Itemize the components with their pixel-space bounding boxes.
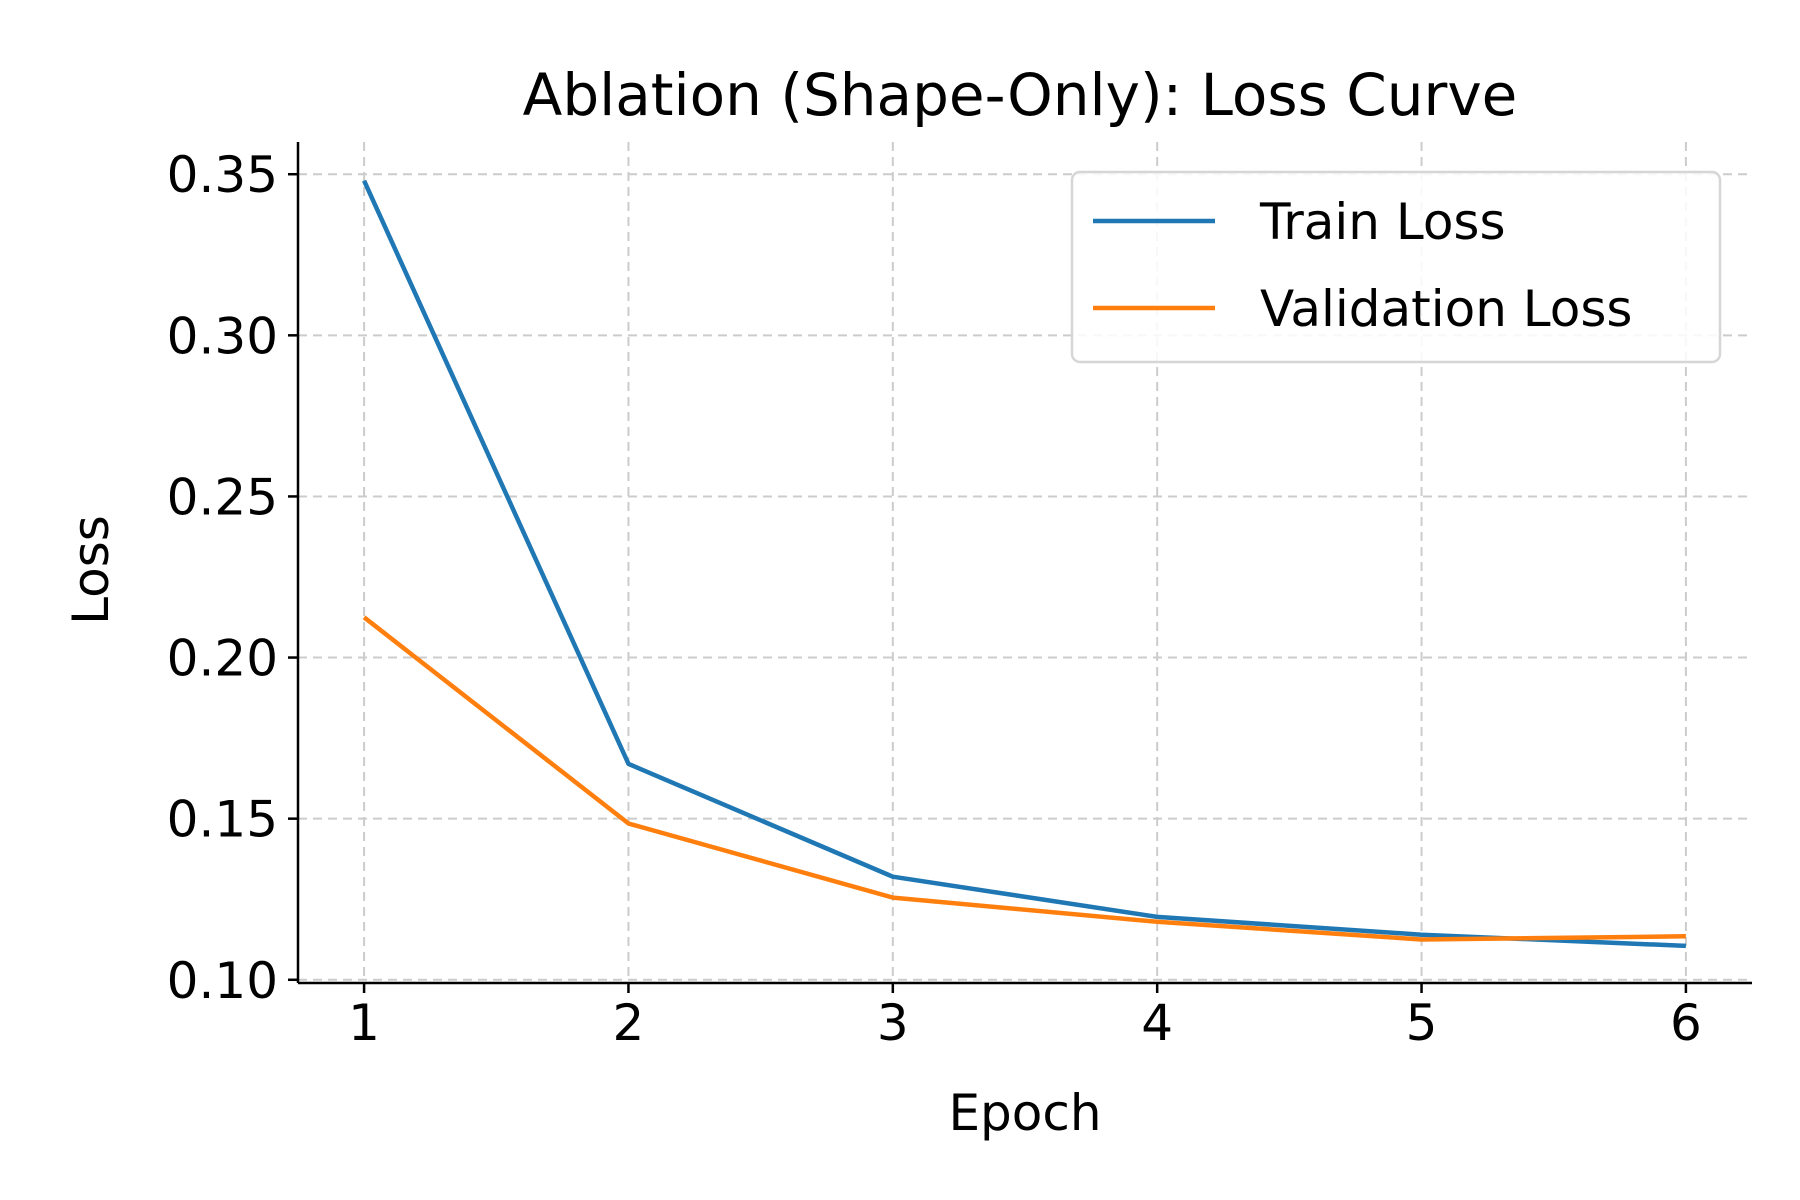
x-tick-label: 2 [613,994,645,1052]
x-tick-label: 6 [1670,994,1702,1052]
x-tick-label: 1 [348,994,380,1052]
y-tick-label: 0.25 [167,468,278,526]
y-tick-label: 0.10 [167,952,278,1010]
legend: Train Loss Validation Loss [1070,170,1722,364]
y-tick-label: 0.35 [167,146,278,204]
legend-label-validation-loss: Validation Loss [1260,280,1632,338]
x-axis-label: Epoch [948,1084,1101,1142]
x-tick-label: 3 [877,994,909,1052]
series-line-train-loss [362,179,1686,949]
chart-title: Ablation (Shape-Only): Loss Curve [523,61,1518,129]
y-axis-label: Loss [62,515,120,625]
x-axis-ticks: 1 2 3 4 5 6 [348,983,1702,1052]
series-line-validation-loss [362,615,1686,942]
y-tick-label: 0.30 [167,307,278,365]
y-tick-label: 0.15 [167,791,278,849]
y-axis-ticks: 0.10 0.15 0.20 0.25 0.30 0.35 [167,146,298,1010]
legend-box [1070,170,1722,364]
legend-label-train-loss: Train Loss [1259,193,1506,251]
x-tick-label: 5 [1406,994,1438,1052]
y-tick-label: 0.20 [167,630,278,688]
series-lines [362,179,1686,949]
x-tick-label: 4 [1141,994,1173,1052]
